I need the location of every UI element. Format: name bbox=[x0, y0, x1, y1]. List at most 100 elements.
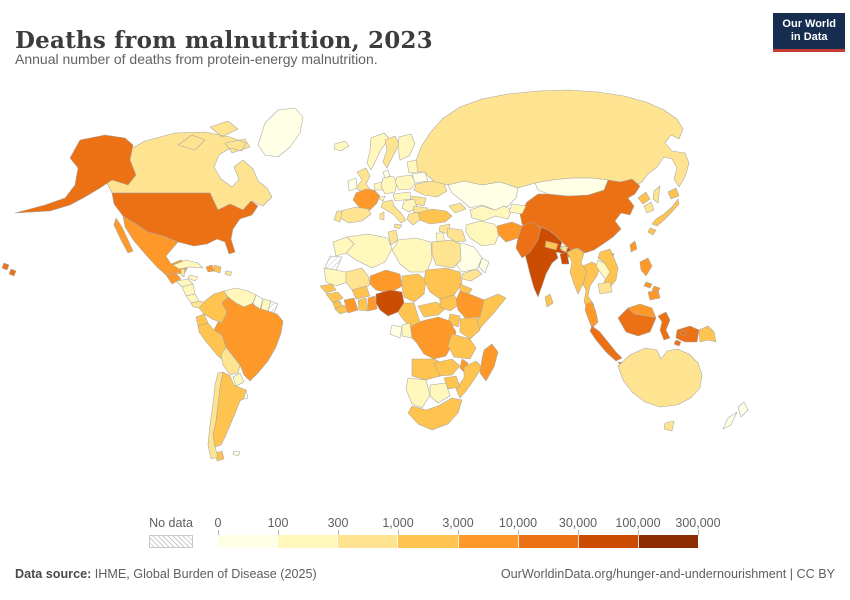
country-zambia[interactable] bbox=[433, 358, 461, 377]
country-uzbekistan-turkmenistan[interactable] bbox=[469, 205, 513, 222]
country-congo[interactable] bbox=[401, 322, 413, 339]
country-chad[interactable] bbox=[401, 273, 427, 303]
country-central-europe[interactable] bbox=[392, 191, 412, 202]
world-map[interactable] bbox=[0, 85, 850, 505]
country-botswana[interactable] bbox=[429, 382, 451, 404]
country-somalia[interactable] bbox=[474, 293, 507, 334]
country-madagascar[interactable] bbox=[479, 343, 499, 382]
country-portugal[interactable] bbox=[333, 210, 343, 223]
country-greenland[interactable] bbox=[257, 107, 304, 158]
country-afghanistan[interactable] bbox=[496, 221, 523, 243]
legend-bin-30,000–100,000[interactable] bbox=[577, 535, 638, 548]
country-morocco[interactable] bbox=[332, 236, 355, 257]
country-western-sahara[interactable] bbox=[324, 255, 343, 271]
country-mozambique[interactable] bbox=[455, 360, 483, 399]
country-pakistan[interactable] bbox=[515, 221, 542, 259]
country-jamaica[interactable] bbox=[187, 274, 199, 282]
country-italy[interactable] bbox=[379, 199, 407, 230]
country-gabon[interactable] bbox=[389, 324, 403, 339]
country-kazakhstan[interactable] bbox=[447, 180, 519, 211]
owid-logo[interactable]: Our World in Data bbox=[773, 13, 845, 52]
country-iraq[interactable] bbox=[446, 227, 467, 243]
country-bangladesh[interactable] bbox=[559, 251, 570, 265]
country-yemen[interactable] bbox=[461, 268, 483, 282]
legend-no-data-swatch[interactable] bbox=[149, 535, 193, 548]
country-taiwan[interactable] bbox=[629, 240, 638, 253]
country-libya[interactable] bbox=[391, 237, 433, 273]
legend-bin-100,000–300,000[interactable] bbox=[637, 535, 698, 548]
country-bolivia[interactable] bbox=[220, 346, 241, 376]
country-algeria[interactable] bbox=[345, 233, 393, 269]
country-iceland[interactable] bbox=[333, 140, 350, 152]
country-venezuela[interactable] bbox=[223, 287, 257, 308]
country-togo-benin[interactable] bbox=[367, 295, 378, 312]
country-canada[interactable] bbox=[105, 120, 273, 211]
country-belarus[interactable] bbox=[411, 171, 429, 184]
country-baltic-states[interactable] bbox=[406, 159, 419, 174]
country-haiti[interactable] bbox=[205, 264, 215, 273]
country-guinea[interactable] bbox=[325, 291, 344, 304]
country-sudan[interactable] bbox=[423, 267, 463, 300]
country-french-guiana[interactable] bbox=[267, 300, 279, 314]
country-dr-congo[interactable] bbox=[407, 316, 457, 360]
country-sweden[interactable] bbox=[382, 135, 400, 169]
country-ivory-coast[interactable] bbox=[343, 297, 359, 314]
country-guyana[interactable] bbox=[252, 294, 264, 310]
country-south-korea[interactable] bbox=[643, 201, 655, 214]
country-japan[interactable] bbox=[647, 187, 680, 236]
country-germany[interactable] bbox=[380, 175, 398, 195]
country-france[interactable] bbox=[352, 188, 381, 211]
country-balkans[interactable] bbox=[401, 198, 418, 213]
country-chile[interactable] bbox=[207, 371, 224, 460]
country-north-korea[interactable] bbox=[637, 191, 651, 205]
country-australia[interactable] bbox=[617, 347, 703, 432]
country-tunisia[interactable] bbox=[387, 229, 399, 246]
legend-bin-1,000–3,000[interactable] bbox=[397, 535, 458, 548]
country-belize[interactable] bbox=[180, 268, 186, 278]
country-ukraine[interactable] bbox=[413, 180, 448, 198]
country-norway[interactable] bbox=[366, 132, 390, 171]
country-caucasus[interactable] bbox=[448, 202, 467, 214]
country-usa[interactable] bbox=[1, 134, 259, 277]
country-egypt[interactable] bbox=[431, 239, 462, 269]
country-mongolia[interactable] bbox=[534, 177, 609, 197]
country-niger[interactable] bbox=[369, 269, 403, 294]
country-cuba[interactable] bbox=[172, 259, 204, 270]
country-kyrgyzstan-tajikistan[interactable] bbox=[508, 203, 527, 215]
country-sri-lanka[interactable] bbox=[544, 293, 554, 308]
country-south-africa[interactable] bbox=[407, 397, 463, 431]
country-cambodia[interactable] bbox=[597, 281, 613, 295]
country-new-zealand[interactable] bbox=[722, 401, 749, 430]
country-nepal[interactable] bbox=[544, 240, 559, 251]
legend-bin-10,000–30,000[interactable] bbox=[517, 535, 578, 548]
country-kenya[interactable] bbox=[459, 316, 481, 340]
country-turkey[interactable] bbox=[417, 208, 453, 225]
country-mauritania[interactable] bbox=[323, 267, 349, 287]
country-senegal[interactable] bbox=[319, 283, 337, 294]
country-spain[interactable] bbox=[339, 206, 372, 224]
country-oman[interactable] bbox=[478, 257, 490, 274]
country-namibia[interactable] bbox=[405, 377, 431, 409]
country-colombia[interactable] bbox=[198, 290, 229, 324]
country-poland[interactable] bbox=[394, 174, 417, 191]
country-philippines[interactable] bbox=[639, 257, 661, 301]
country-ghana[interactable] bbox=[357, 297, 369, 312]
country-paraguay[interactable] bbox=[232, 372, 245, 387]
country-ireland[interactable] bbox=[347, 177, 358, 192]
country-papua-new-guinea[interactable] bbox=[698, 325, 717, 343]
country-puerto-rico[interactable] bbox=[224, 270, 233, 277]
country-iran[interactable] bbox=[465, 220, 501, 247]
country-guatemala[interactable] bbox=[165, 272, 182, 285]
country-falkland-islands[interactable] bbox=[232, 450, 241, 457]
legend-bin-300–1,000[interactable] bbox=[337, 535, 398, 548]
country-central-african-republic[interactable] bbox=[417, 301, 447, 318]
country-south-sudan[interactable] bbox=[439, 294, 461, 312]
country-finland[interactable] bbox=[397, 133, 416, 161]
legend-bin-100–300[interactable] bbox=[277, 535, 338, 548]
country-denmark[interactable] bbox=[382, 169, 391, 179]
country-myanmar[interactable] bbox=[566, 247, 588, 295]
country-tanzania[interactable] bbox=[447, 333, 477, 360]
legend-bin-3,000–10,000[interactable] bbox=[457, 535, 518, 548]
country-burkina-faso[interactable] bbox=[351, 285, 371, 300]
legend-bin-0–100[interactable] bbox=[218, 535, 278, 548]
